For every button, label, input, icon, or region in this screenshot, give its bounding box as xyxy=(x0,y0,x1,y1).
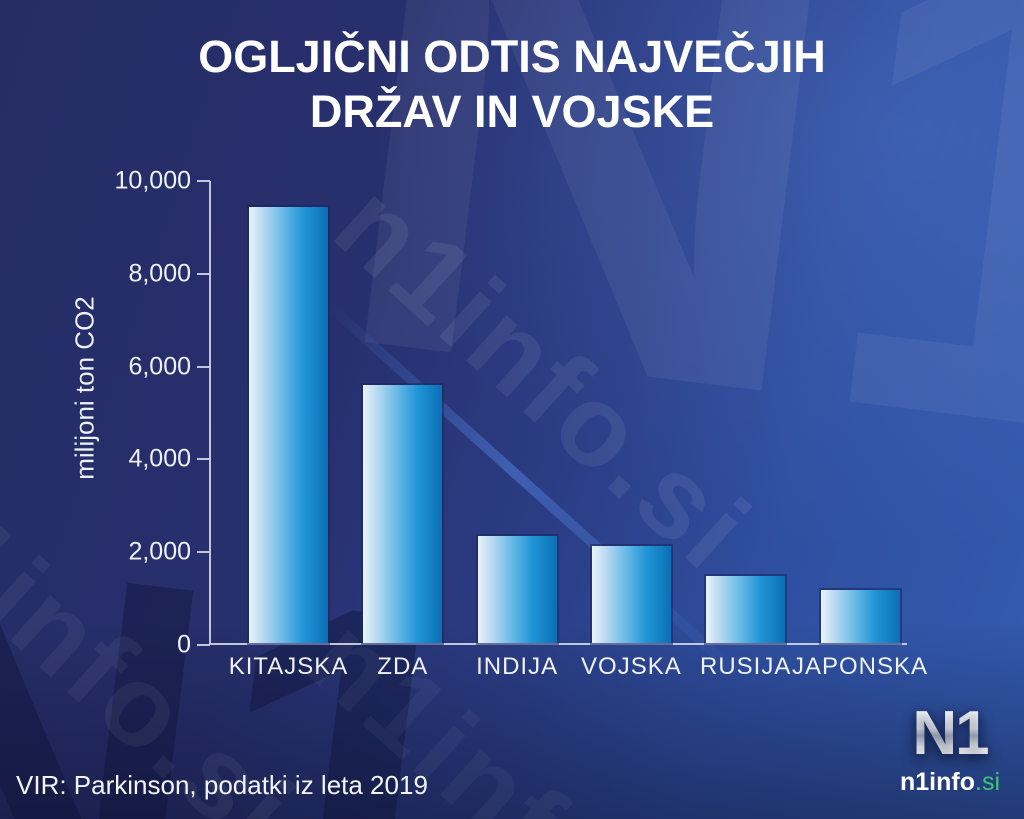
plot-area: 0 2,000 4,000 6,000 8,000 10,000 KITAJSKA ZDA IN… xyxy=(115,167,927,681)
bar-kitajska xyxy=(249,206,328,643)
bar-indija xyxy=(477,536,557,643)
y-tick-label: 10,000 xyxy=(114,166,191,195)
n1-logo: N1 n1info.si xyxy=(900,703,1000,797)
y-tick-label: 6,000 xyxy=(128,352,191,381)
source-attribution: VIR: Parkinson, podatki iz leta 2019 xyxy=(16,770,428,800)
n1info-site-label-green: .si xyxy=(975,768,1000,796)
x-category-label-japonska: JAPONSKA xyxy=(791,653,929,680)
y-tick-mark xyxy=(197,458,210,461)
n1-logo-mark: N1 xyxy=(900,703,1000,765)
n1info-site-label: n1info.si xyxy=(900,768,1000,797)
y-tick-mark xyxy=(197,365,210,368)
bar-vojska xyxy=(591,545,671,643)
chart-title: OGLJIČNI ODTIS NAJVEČJIH DRŽAV IN VOJSKE xyxy=(0,30,1024,140)
y-tick-mark xyxy=(197,180,210,182)
y-tick-label: 2,000 xyxy=(128,537,191,566)
chart-title-line-2: DRŽAV IN VOJSKE xyxy=(309,85,715,137)
y-tick-label: 0 xyxy=(177,630,191,659)
y-tick-label: 8,000 xyxy=(128,259,191,288)
chart-title-line-1: OGLJIČNI ODTIS NAJVEČJIH xyxy=(198,31,826,82)
bar-japonska xyxy=(820,589,900,643)
bar-rusija xyxy=(706,575,786,643)
y-tick-mark xyxy=(197,551,210,554)
bar-zda xyxy=(363,385,443,643)
n1info-site-label-white: n1info xyxy=(900,768,975,796)
y-tick-label: 4,000 xyxy=(128,444,191,473)
y-tick-mark xyxy=(197,644,210,646)
y-tick-mark xyxy=(197,272,210,275)
y-axis-label: milijoni ton CO2 xyxy=(69,296,100,480)
